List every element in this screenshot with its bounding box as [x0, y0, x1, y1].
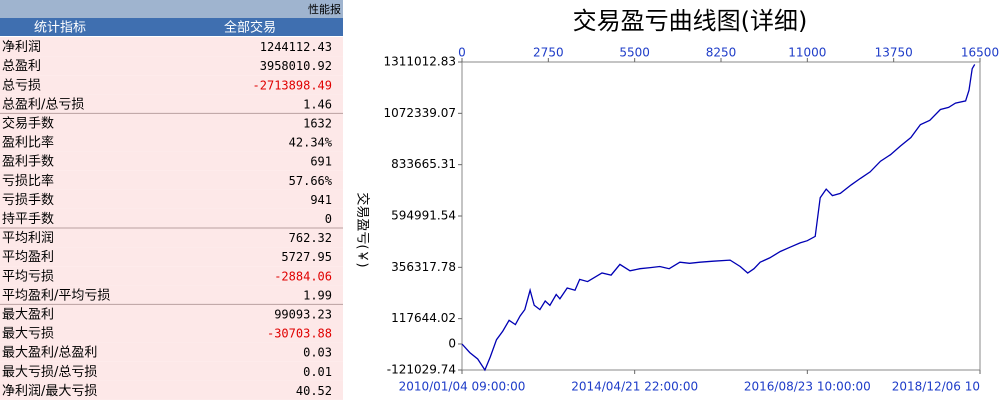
row-value: 5727.95 — [281, 250, 332, 264]
x-tick-label: 0 — [458, 46, 466, 60]
x-tick-label: 8250 — [706, 46, 737, 60]
table-row — [0, 228, 343, 248]
row-label: 盈利比率 — [2, 135, 54, 151]
x-tick-label: 11000 — [788, 46, 826, 60]
row-label: 最大亏损/总亏损 — [2, 365, 97, 380]
y-tick-label: 117644.02 — [391, 311, 456, 325]
row-label: 平均亏损 — [2, 269, 54, 284]
profit-line — [461, 64, 976, 372]
row-label: 平均盈利/平均亏损 — [2, 288, 110, 303]
row-value: -2713898.49 — [253, 78, 332, 92]
y-tick-label: -121029.74 — [387, 363, 456, 377]
date-tick-label: 2010/01/04 09:00:00 — [399, 380, 526, 394]
row-label: 总盈利/总亏损 — [2, 97, 84, 112]
table-row — [0, 132, 343, 152]
table-header — [0, 18, 343, 36]
table-row — [0, 342, 343, 362]
table-row — [0, 323, 343, 343]
table-row — [0, 151, 343, 171]
row-label: 净利润 — [2, 40, 41, 55]
table-row — [0, 113, 343, 133]
table-row — [0, 304, 343, 324]
row-value: 0 — [325, 212, 332, 226]
table-row — [0, 75, 343, 95]
row-value: -2884.06 — [274, 269, 332, 283]
row-value: 3958010.92 — [260, 59, 332, 73]
header-cell: 统计指标 — [34, 21, 86, 36]
table-row — [0, 380, 343, 400]
table-row — [0, 37, 343, 57]
row-value: 40.52 — [296, 384, 332, 398]
row-label: 亏损手数 — [2, 193, 54, 208]
y-axis-label: 交易盈亏(￥) — [355, 192, 371, 267]
row-label: 盈利手数 — [2, 155, 54, 170]
date-tick-label: 2018/12/06 10 — [892, 380, 980, 394]
plot-frame — [461, 61, 981, 371]
row-label: 最大亏损 — [2, 327, 54, 342]
row-label: 交易手数 — [2, 115, 54, 131]
y-tick-label: 356317.78 — [391, 260, 456, 274]
row-value: 1.46 — [303, 97, 332, 111]
y-tick-label: 594991.54 — [391, 209, 456, 223]
y-tick-label: 1072339.07 — [383, 106, 456, 120]
table-row — [0, 361, 343, 381]
row-value: 1632 — [303, 116, 332, 130]
x-tick-label: 13750 — [875, 46, 913, 60]
row-label: 最大盈利/总盈利 — [2, 346, 97, 361]
row-label: 最大盈利 — [2, 307, 54, 322]
y-tick-label: 0 — [448, 336, 456, 350]
table-row — [0, 56, 343, 76]
table-row — [0, 266, 343, 286]
x-tick-label: 2750 — [533, 46, 564, 60]
x-tick-label: 16500 — [961, 46, 999, 60]
row-label: 平均利润 — [2, 231, 54, 246]
table-row — [0, 247, 343, 267]
row-label: 净利润/最大亏损 — [2, 384, 97, 399]
row-value: 941 — [310, 193, 332, 207]
row-value: 42.34% — [289, 136, 333, 150]
row-value: 99093.23 — [274, 307, 332, 321]
row-label: 总亏损 — [2, 78, 41, 93]
y-tick-label: 1311012.83 — [383, 55, 456, 69]
table-row — [0, 285, 343, 305]
table-row — [0, 208, 343, 228]
x-tick-label: 5500 — [619, 46, 650, 60]
table-row — [0, 170, 343, 190]
panel-title: 性能报 — [308, 2, 341, 16]
row-value: 1.99 — [303, 288, 332, 302]
row-value: 0.03 — [303, 346, 332, 360]
date-tick-label: 2016/08/23 10:00:00 — [744, 380, 871, 394]
row-label: 总盈利 — [2, 59, 41, 74]
row-label: 平均盈利 — [2, 250, 54, 265]
panel-bar — [0, 0, 343, 18]
row-value: 0.01 — [303, 365, 332, 379]
row-value: 762.32 — [289, 231, 332, 245]
table-row — [0, 189, 343, 209]
row-value: 691 — [310, 155, 332, 169]
header-cell: 全部交易 — [224, 20, 276, 36]
row-value: 1244112.43 — [260, 40, 332, 54]
y-tick-label: 833665.31 — [391, 157, 456, 171]
row-value: -30703.88 — [267, 327, 332, 341]
table-row — [0, 94, 343, 114]
row-label: 持平手数 — [2, 212, 54, 227]
row-label: 亏损比率 — [2, 173, 54, 189]
date-tick-label: 2014/04/21 22:00:00 — [571, 380, 698, 394]
row-value: 57.66% — [289, 174, 333, 188]
chart-title: 交易盈亏曲线图(详细) — [573, 7, 808, 35]
